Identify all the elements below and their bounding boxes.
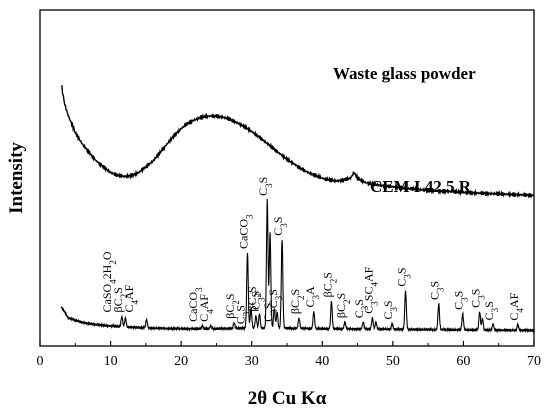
peak-label-10-0: C3S — [271, 217, 289, 236]
peak-label-0-1: βC2S — [111, 287, 129, 312]
peak-label-15-0: C3S — [352, 299, 370, 318]
peak-label-16-0: C3SC4AF — [361, 266, 379, 313]
peak-label-1-0: CaCO3 — [186, 287, 204, 322]
series-label-cem: CEM I 42.5 R — [370, 177, 472, 196]
peak-label-23-0: C4AF — [507, 292, 525, 320]
peak-label-0-0: CaSO42H2O — [100, 251, 118, 312]
x-axis-ticks: 0 10 20 30 40 50 60 70 — [37, 341, 541, 369]
series-label-glass: Waste glass powder — [333, 64, 476, 83]
x-tick-label-50: 50 — [386, 354, 400, 369]
series-line-waste-glass — [60, 84, 534, 199]
series-line-cem — [60, 198, 535, 334]
peak-label-3-0: C3S — [234, 305, 252, 324]
x-tick-label-30: 30 — [245, 354, 259, 369]
x-tick-label-70: 70 — [527, 354, 541, 369]
peak-label-4-0: CaCO3 — [237, 214, 255, 249]
peak-label-8-0: C3S — [261, 303, 279, 322]
peak-label-22-0: C3S — [482, 301, 500, 320]
peak-label-9-0: C3S — [266, 289, 284, 308]
peak-label-7-0: C3S — [256, 177, 274, 196]
peak-label-6-0: C3S — [249, 291, 267, 310]
peak-label-1-1: C4AF — [197, 294, 215, 322]
x-tick-label-20: 20 — [174, 354, 188, 369]
x-tick-label-60: 60 — [456, 354, 470, 369]
peak-label-17-0: C3S — [381, 300, 399, 319]
peak-label-19-0: C3S — [428, 281, 446, 300]
peak-label-20-0: C3S — [452, 291, 470, 310]
y-axis-label: Intensity — [6, 142, 27, 214]
series-layer — [60, 84, 535, 334]
peak-label-11-0: βC2S — [288, 289, 306, 314]
peak-label-18-0: C3S — [395, 267, 413, 286]
x-tick-label-10: 10 — [104, 354, 118, 369]
peak-label-5-0: βC2S — [245, 286, 263, 311]
x-tick-label-40: 40 — [315, 354, 329, 369]
x-tick-label-0: 0 — [37, 354, 44, 369]
peak-label-0-2: C4AF — [122, 284, 140, 312]
peak-label-13-0: βC2S — [321, 272, 339, 297]
x-axis-label: 2θ Cu Kα — [248, 388, 327, 409]
peak-label-12-0: C3A — [303, 286, 321, 308]
peak-label-14-0: βC2S — [334, 293, 352, 318]
peak-label-21-0: C3S — [469, 289, 487, 308]
peak-label-2-0: βC2S — [223, 293, 241, 318]
